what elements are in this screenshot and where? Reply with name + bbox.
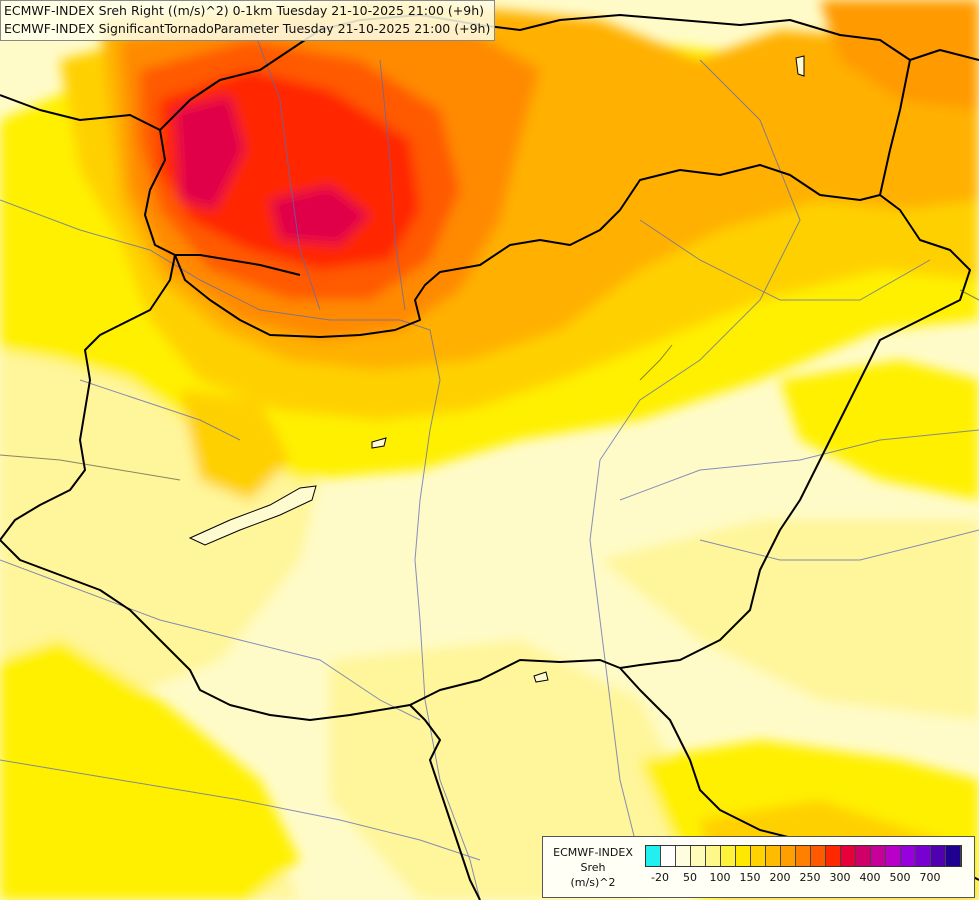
map-title-sreh: ECMWF-INDEX Sreh Right ((m/s)^2) 0-1km T… (4, 3, 484, 18)
zone-yellow-east (780, 360, 979, 500)
legend-swatch (661, 846, 676, 866)
legend-swatch (766, 846, 781, 866)
map-title-stp: ECMWF-INDEX SignificantTornadoParameter … (4, 21, 491, 36)
lake-balaton (188, 485, 317, 546)
border-hungary-romania (619, 194, 971, 669)
legend-swatch (691, 846, 706, 866)
zone-orange-ne (820, 0, 979, 110)
border-slovakia-hungary (174, 164, 881, 338)
legend-swatch (826, 846, 841, 866)
map-title-box: ECMWF-INDEX Sreh Right ((m/s)^2) 0-1km T… (0, 0, 496, 41)
legend-swatch (841, 846, 856, 866)
legend-tick-label: 700 (919, 871, 941, 884)
legend-tick-label: 300 (829, 871, 851, 884)
legend-swatch (706, 846, 721, 866)
lake-small-3 (795, 55, 805, 77)
river-koros (619, 429, 979, 501)
zone-gold-tail (180, 390, 290, 500)
legend-tick-label: -20 (651, 871, 669, 884)
lake-small-1 (371, 437, 387, 449)
border-hungary-serbia (409, 659, 841, 846)
legend-tick-label: 150 (739, 871, 761, 884)
river-east (639, 219, 931, 301)
legend-tick-label: 500 (889, 871, 911, 884)
legend-unit: (m/s)^2 (570, 876, 616, 889)
legend-tick-label: 50 (683, 871, 697, 884)
legend-swatch (676, 846, 691, 866)
lake-small-2 (533, 671, 549, 683)
zone-light-yellow-south (330, 640, 700, 900)
legend-swatch (856, 846, 871, 866)
zone-crimson-west (175, 95, 245, 210)
legend-swatch (931, 846, 946, 866)
lakes (188, 55, 805, 683)
river-mures (699, 529, 979, 561)
legend-label: ECMWF-INDEX Sreh (m/s)^2 (545, 845, 641, 890)
country-borders (0, 14, 979, 900)
border-ukraine (879, 49, 979, 196)
legend-swatch (796, 846, 811, 866)
legend-swatch (721, 846, 736, 866)
legend-tick-label: 250 (799, 871, 821, 884)
river-tisza (589, 59, 801, 861)
border-austria-hungary (0, 254, 176, 541)
legend-swatch (811, 846, 826, 866)
legend-swatch (646, 846, 661, 866)
zone-yellow-southwest (0, 640, 300, 900)
legend-variable: Sreh (580, 861, 606, 874)
legend-swatch (871, 846, 886, 866)
zone-crimson-center (270, 185, 370, 245)
legend-swatch (901, 846, 916, 866)
legend-swatch (886, 846, 901, 866)
legend-swatch (751, 846, 766, 866)
minor-lines (0, 289, 979, 481)
river-sava (0, 759, 481, 861)
legend-swatch (916, 846, 931, 866)
border-slovakia-poland (159, 14, 911, 131)
legend-source: ECMWF-INDEX (553, 846, 633, 859)
river-raba (79, 379, 241, 441)
border-hungary-croatia (0, 539, 481, 900)
legend-color-bar (645, 845, 962, 867)
river-hron (379, 59, 406, 311)
border-czech-slovak-austria (0, 94, 301, 276)
legend-swatch (946, 846, 961, 866)
legend-ticks: -20 50 100 150 200 250 300 400 500 700 (645, 871, 975, 887)
legend-tick-label: 100 (709, 871, 731, 884)
legend-tick-label: 400 (859, 871, 881, 884)
legend-swatch (781, 846, 796, 866)
legend-swatch (736, 846, 751, 866)
color-legend: ECMWF-INDEX Sreh (m/s)^2 -20 50 100 150 200 2… (542, 836, 975, 898)
zone-light-yellow-east (600, 520, 979, 720)
river-drava (0, 559, 421, 721)
river-vah (249, 19, 321, 311)
legend-tick-label: 200 (769, 871, 791, 884)
